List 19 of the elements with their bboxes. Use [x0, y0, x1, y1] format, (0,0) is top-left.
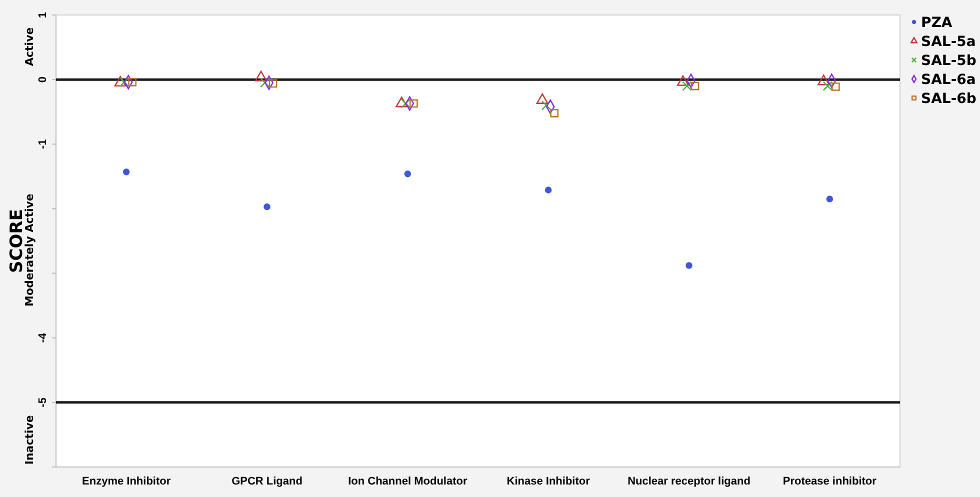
- y-tick-label: -4: [37, 332, 49, 343]
- legend-label: SAL-6b: [921, 91, 976, 107]
- x-tick-label: GPCR Ligand: [232, 475, 302, 488]
- text: Active: [23, 27, 36, 66]
- text: Inactive: [23, 415, 36, 465]
- x-tick-label: Enzyme Inhibitor: [82, 475, 172, 488]
- y-tick-label: -1: [37, 139, 49, 150]
- legend-label: SAL-5a: [921, 34, 976, 50]
- legend-label: SAL-5b: [921, 53, 976, 69]
- x-tick-label: Protease inhibitor: [782, 475, 878, 488]
- x-tick-label: Ion Channel Modulator: [348, 475, 468, 488]
- text: Moderately Active: [23, 194, 36, 306]
- y-tick-label: 0: [37, 76, 49, 83]
- x-tick-label: Nuclear receptor ligand: [628, 475, 750, 488]
- legend-label: PZA: [921, 15, 952, 31]
- y-tick-label: -5: [37, 398, 49, 408]
- y-tick-label: 1: [37, 12, 49, 18]
- legend-label: SAL-6a: [921, 72, 976, 88]
- x-tick-label: Kinase Inhibitor: [506, 475, 591, 488]
